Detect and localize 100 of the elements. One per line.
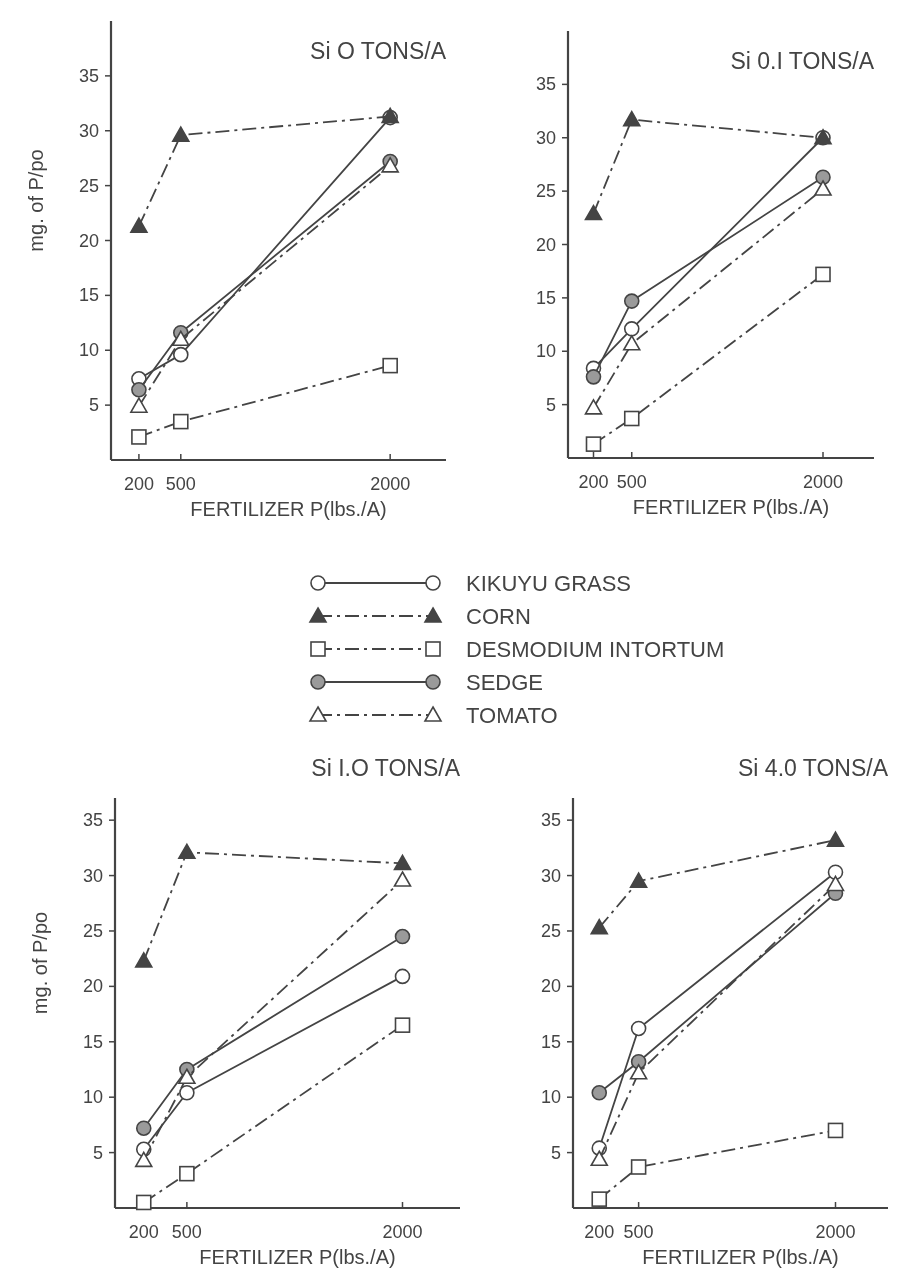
point — [622, 334, 641, 351]
chart-title: Si I.O TONS/A — [311, 755, 461, 781]
x-tick-label: 2000 — [370, 474, 411, 494]
y-tick-label: 5 — [88, 395, 99, 416]
x-tick-label: 200 — [123, 474, 154, 494]
y-tick-label: 30 — [82, 865, 103, 886]
point — [591, 1191, 608, 1207]
y-tick-label: 25 — [540, 920, 561, 941]
point — [630, 1159, 647, 1175]
y-axis-title: mg. of P/po — [25, 149, 47, 252]
legend-label: TOMATO — [466, 703, 558, 728]
point — [814, 180, 832, 196]
point — [134, 1151, 153, 1168]
y-tick-label: 25 — [78, 175, 99, 196]
point — [622, 110, 641, 127]
x-axis-title: FERTILIZER P(lbs./A) — [642, 1246, 839, 1268]
point — [178, 843, 196, 860]
point — [585, 436, 602, 452]
legend-label: DESMODIUM INTORTUM — [466, 637, 725, 662]
legend-label: SEDGE — [466, 670, 544, 695]
point — [130, 397, 148, 414]
point — [130, 217, 148, 234]
point — [135, 1194, 152, 1211]
text: Si O TONS/A — [310, 38, 447, 64]
y-tick-label: 5 — [92, 1142, 103, 1163]
point — [171, 126, 190, 142]
point — [135, 1120, 152, 1137]
y-tick-label: 10 — [535, 341, 556, 362]
y-tick-label: 15 — [540, 1031, 561, 1052]
y-tick-label: 35 — [535, 74, 556, 95]
y-axis-title: mg. of P/po — [29, 911, 51, 1015]
point — [623, 321, 640, 337]
point — [585, 369, 602, 385]
y-tick-label: 35 — [82, 810, 103, 831]
y-tick-label: 10 — [540, 1087, 561, 1108]
point — [590, 918, 609, 935]
point — [382, 357, 398, 374]
point — [394, 1017, 411, 1033]
point — [826, 875, 845, 892]
point — [826, 831, 845, 847]
x-tick-label: 500 — [171, 1222, 202, 1242]
y-tick-label: 35 — [78, 65, 99, 86]
legend-label: KIKUYU GRASS — [466, 571, 632, 596]
point — [623, 410, 640, 427]
point — [178, 1068, 196, 1085]
y-tick-label: 20 — [82, 976, 103, 997]
point — [623, 293, 640, 309]
point — [179, 1084, 195, 1101]
x-tick-label: 200 — [584, 1222, 615, 1242]
x-tick-label: 2000 — [815, 1222, 856, 1242]
point — [591, 1084, 608, 1101]
y-tick-label: 30 — [78, 120, 99, 141]
point — [630, 1020, 647, 1037]
x-axis-title: FERTILIZER P(lbs./A) — [190, 498, 387, 520]
y-tick-label: 5 — [545, 394, 556, 415]
point — [827, 1122, 844, 1139]
x-tick-label: 2000 — [802, 472, 844, 492]
point — [381, 157, 399, 173]
point — [584, 204, 603, 221]
point — [394, 968, 411, 985]
x-tick-label: 500 — [165, 474, 196, 494]
x-tick-label: 2000 — [382, 1222, 423, 1242]
point — [393, 871, 412, 887]
x-axis-title: FERTILIZER P(lbs./A) — [199, 1246, 396, 1268]
legend-label: CORN — [466, 604, 531, 629]
point — [590, 1150, 609, 1167]
y-tick-label: 20 — [540, 976, 561, 997]
y-tick-label: 35 — [540, 810, 561, 831]
point — [629, 1064, 648, 1080]
y-tick-label: 10 — [78, 340, 99, 361]
point — [131, 381, 147, 398]
y-tick-label: 15 — [82, 1031, 103, 1052]
y-tick-label: 15 — [78, 285, 99, 306]
y-tick-label: 25 — [535, 181, 556, 202]
text: Si 0.I TONS/A — [730, 48, 875, 74]
point — [179, 1165, 195, 1182]
point — [393, 854, 412, 871]
y-tick-label: 30 — [535, 127, 556, 148]
y-tick-label: 15 — [535, 287, 556, 308]
point — [629, 872, 648, 888]
x-tick-label: 200 — [578, 472, 609, 492]
y-tick-label: 30 — [540, 865, 561, 886]
x-tick-label: 500 — [623, 1222, 654, 1242]
y-tick-label: 5 — [550, 1142, 561, 1163]
point — [827, 864, 844, 881]
point — [172, 346, 189, 363]
point — [394, 928, 411, 945]
point — [172, 413, 189, 430]
y-tick-label: 20 — [535, 234, 556, 255]
x-tick-label: 200 — [128, 1222, 159, 1242]
x-tick-label: 500 — [616, 472, 647, 492]
y-tick-label: 25 — [82, 920, 103, 941]
point — [171, 330, 190, 347]
point — [131, 429, 147, 445]
y-tick-label: 10 — [82, 1087, 103, 1108]
point — [584, 399, 603, 415]
y-tick-label: 20 — [78, 230, 99, 251]
chart-title: Si 4.0 TONS/A — [738, 755, 889, 781]
point — [134, 952, 153, 968]
point — [815, 266, 831, 283]
